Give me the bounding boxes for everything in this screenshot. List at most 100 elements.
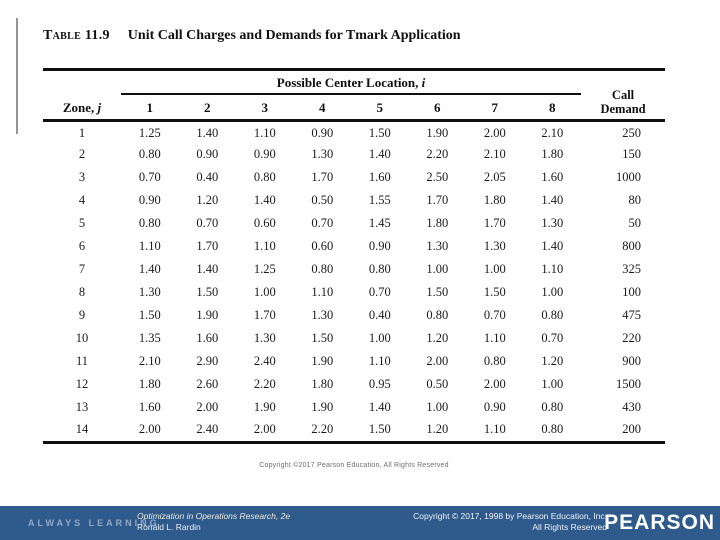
book-title: Optimization in Operations Research, 2e <box>137 511 291 521</box>
charge-cell: 1.50 <box>426 285 449 299</box>
footer-copyright-line2: All Rights Reserved <box>532 522 607 532</box>
charge-cell: 1.80 <box>426 216 449 230</box>
book-info: Optimization in Operations Research, 2e … <box>137 511 290 533</box>
charge-cell: 1.80 <box>483 193 506 207</box>
span-header-variable: i <box>421 75 426 90</box>
charge-cell: 1.25 <box>138 125 161 140</box>
call-header-line1: Call <box>611 87 635 102</box>
scan-edge-line <box>16 18 18 134</box>
demand-cell: 900 <box>622 354 642 368</box>
charge-cell: 1.20 <box>196 193 219 207</box>
charge-cell: 1.10 <box>541 262 564 276</box>
table-row: 3 0.70 0.40 0.80 1.70 1.60 2.50 2.05 1.60 1000 <box>43 166 665 189</box>
table-row: 8 1.30 1.50 1.00 1.10 0.70 1.50 1.50 1.00 100 <box>43 281 665 304</box>
charge-cell: 1.00 <box>541 285 564 299</box>
charge-cell: 2.90 <box>196 354 219 368</box>
charge-cell: 0.50 <box>426 377 449 391</box>
zone-cell: 14 <box>75 422 89 437</box>
table-row: 14 2.00 2.40 2.00 2.20 1.50 1.20 1.10 0.80 200 <box>43 419 665 442</box>
charge-cell: 0.70 <box>541 331 564 345</box>
table-row: 1 1.25 1.40 1.10 0.90 1.50 1.90 2.00 2.10 250 <box>43 120 665 143</box>
table-number-label: Table 11.9 <box>43 28 110 43</box>
charge-cell: 1.00 <box>253 285 276 299</box>
charge-cell: 1.80 <box>311 377 334 391</box>
table-title-text: Unit Call Charges and Demands for Tmark … <box>127 28 461 43</box>
charge-cell: 1.50 <box>311 331 334 345</box>
charge-cell: 2.10 <box>541 125 564 140</box>
charge-cell: 1.50 <box>196 285 219 299</box>
demand-cell: 80 <box>628 193 642 207</box>
charge-cell: 1.90 <box>311 354 334 368</box>
charge-cell: 0.50 <box>311 193 334 207</box>
pearson-logo: PEARSON <box>604 511 715 534</box>
demand-cell: 250 <box>622 125 642 140</box>
table-row: 12 1.80 2.60 2.20 1.80 0.95 0.50 2.00 1.00 1500 <box>43 373 665 396</box>
charge-cell: 2.00 <box>196 400 219 414</box>
footer-bar: ALWAYS LEARNING Optimization in Operatio… <box>0 506 720 540</box>
charge-cell: 2.00 <box>483 377 506 391</box>
charge-cell: 0.70 <box>368 285 391 299</box>
charge-cell: 1.30 <box>483 239 506 253</box>
table-row: 2 0.80 0.90 0.90 1.30 1.40 2.20 2.10 1.80 150 <box>43 143 665 166</box>
charge-cell: 1.70 <box>311 170 334 184</box>
book-author: Ronald L. Rardin <box>137 522 201 532</box>
zone-cell: 5 <box>78 216 86 230</box>
location-column-header: 3 <box>261 99 269 115</box>
zone-cell: 6 <box>78 239 86 253</box>
charge-cell: 1.10 <box>138 239 161 253</box>
charge-cell: 0.80 <box>138 147 161 161</box>
charge-cell: 1.10 <box>368 354 391 368</box>
charge-cell: 1.20 <box>541 354 564 368</box>
charge-cell: 1.90 <box>311 400 334 414</box>
table-row: 13 1.60 2.00 1.90 1.90 1.40 1.00 0.90 0.80 430 <box>43 396 665 419</box>
span-header-label: Possible Center Location, <box>276 75 422 90</box>
charge-cell: 0.80 <box>483 354 506 368</box>
demand-cell: 220 <box>622 331 642 345</box>
charge-cell: 1.20 <box>426 422 449 437</box>
table-source-copyright: Copyright ©2017 Pearson Education, All R… <box>259 462 449 469</box>
charge-cell: 1.00 <box>368 331 391 345</box>
table-header: Possible Center Location, i Call Demand … <box>43 69 666 120</box>
column-header-row: Zone, j 1 2 3 4 5 6 7 8 <box>43 94 665 120</box>
zone-column-header: Zone, j <box>43 94 121 120</box>
span-header-row: Possible Center Location, i Call Demand <box>43 69 665 116</box>
charge-cell: 0.80 <box>426 308 449 322</box>
unit-call-charges-table: Possible Center Location, i Call Demand … <box>43 68 666 444</box>
zone-cell: 13 <box>75 400 89 414</box>
location-column-header: 6 <box>434 99 441 115</box>
zone-cell: 3 <box>78 170 86 184</box>
table-title: Table 11.9 Unit Call Charges and Demands … <box>43 28 663 44</box>
charge-cell: 1.30 <box>541 216 564 230</box>
charge-cell: 1.50 <box>483 285 506 299</box>
charge-cell: 1.60 <box>368 170 391 184</box>
charge-cell: 2.40 <box>196 422 219 437</box>
charge-cell: 0.90 <box>253 147 276 161</box>
charge-cell: 1.35 <box>138 331 161 345</box>
charge-cell: 1.80 <box>138 377 161 391</box>
charge-cell: 1.00 <box>541 377 564 391</box>
zone-cell: 12 <box>75 377 89 391</box>
charge-cell: 1.40 <box>196 262 219 276</box>
call-header-line2: Demand <box>600 101 646 116</box>
charge-cell: 0.40 <box>368 308 391 322</box>
charge-cell: 0.80 <box>138 216 161 230</box>
charge-cell: 1.70 <box>426 193 449 207</box>
table-row: 6 1.10 1.70 1.10 0.60 0.90 1.30 1.30 1.40 800 <box>43 235 665 258</box>
charge-cell: 1.30 <box>138 285 161 299</box>
always-learning-label: ALWAYS LEARNING <box>28 518 160 528</box>
zone-cell: 8 <box>78 285 86 299</box>
charge-cell: 1.40 <box>138 262 161 276</box>
zone-cell: 7 <box>78 262 86 276</box>
charge-cell: 0.90 <box>138 193 161 207</box>
charge-cell: 0.70 <box>196 216 219 230</box>
table-row: 9 1.50 1.90 1.70 1.30 0.40 0.80 0.70 0.80 475 <box>43 304 665 327</box>
charge-cell: 2.00 <box>483 125 506 140</box>
location-column-header: 2 <box>204 99 211 115</box>
table-row: 5 0.80 0.70 0.60 0.70 1.45 1.80 1.70 1.30 50 <box>43 212 665 235</box>
charge-cell: 2.20 <box>426 147 449 161</box>
charge-cell: 0.80 <box>541 400 564 414</box>
charge-cell: 1.90 <box>426 125 449 140</box>
charge-cell: 1.50 <box>368 422 391 437</box>
charge-cell: 1.55 <box>368 193 391 207</box>
zone-cell: 4 <box>78 193 86 207</box>
